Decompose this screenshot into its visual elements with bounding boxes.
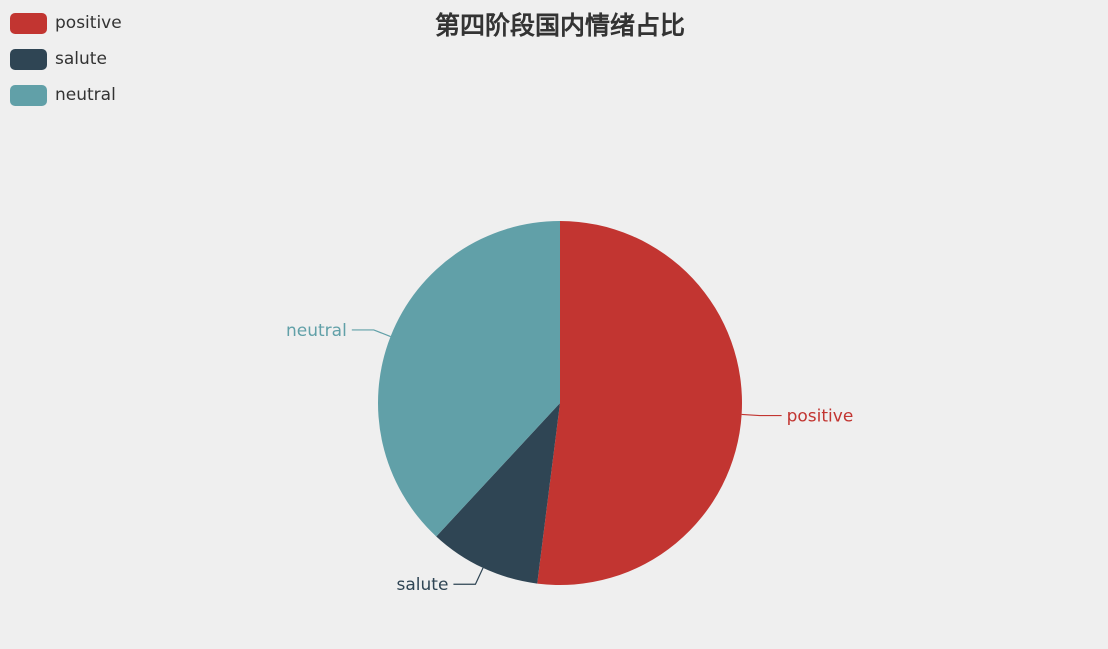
pie-label-line-positive bbox=[741, 413, 782, 417]
pie-slice-salute[interactable] bbox=[436, 403, 560, 584]
legend-item-salute[interactable]: salute bbox=[10, 48, 122, 70]
pie-label-line-salute bbox=[453, 567, 484, 585]
legend-item-positive[interactable]: positive bbox=[10, 12, 122, 34]
pie-slices bbox=[378, 221, 742, 585]
legend-swatch-salute bbox=[10, 48, 47, 70]
pie-slice-positive[interactable] bbox=[537, 221, 742, 585]
legend-label-positive: positive bbox=[55, 13, 122, 33]
legend-item-neutral[interactable]: neutral bbox=[10, 84, 122, 106]
pie-slice-neutral[interactable] bbox=[378, 221, 560, 537]
legend-label-neutral: neutral bbox=[55, 85, 116, 105]
legend-swatch-positive bbox=[10, 12, 47, 34]
pie-label-neutral: neutral bbox=[286, 321, 347, 341]
legend-label-salute: salute bbox=[55, 49, 107, 69]
pie-label-salute: salute bbox=[397, 575, 449, 595]
legend: positive salute neutral bbox=[10, 12, 122, 120]
pie-label-line-neutral bbox=[351, 329, 391, 338]
legend-swatch-neutral bbox=[10, 84, 47, 106]
pie-label-positive: positive bbox=[787, 407, 854, 427]
pie-labels: positive salute neutral bbox=[286, 321, 853, 595]
chart-title: 第四阶段国内情绪占比 bbox=[435, 11, 685, 40]
